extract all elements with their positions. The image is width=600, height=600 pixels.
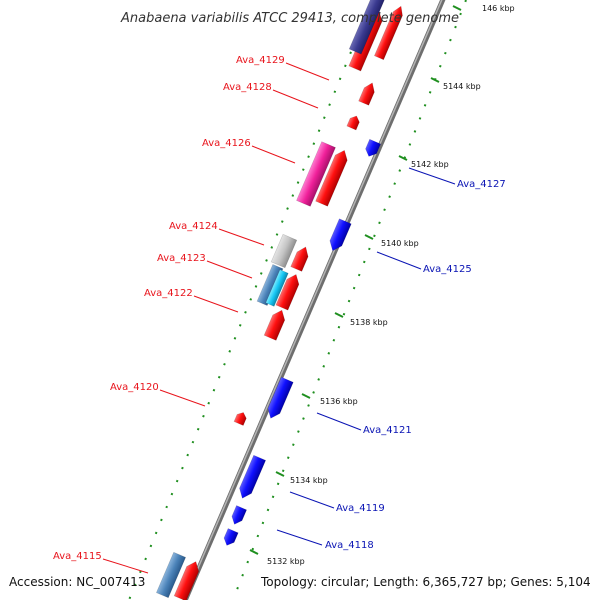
- gene-label-leader: [376, 251, 422, 270]
- gene-label-leader: [285, 62, 330, 81]
- gene-label-leader: [316, 412, 362, 431]
- kbp-tick-mark: [301, 393, 311, 399]
- kbp-tick-mark: [430, 77, 440, 83]
- gene-feature: [223, 528, 239, 546]
- gene-feature: [263, 309, 286, 341]
- gene-label-ava-4123[interactable]: Ava_4123: [157, 253, 206, 264]
- kbp-tick-label: 5134 kbp: [290, 476, 328, 485]
- gene-label-leader: [251, 145, 296, 164]
- gene-label-ava-4121[interactable]: Ava_4121: [363, 425, 412, 436]
- gene-label-leader: [159, 389, 206, 407]
- gene-label-ava-4127[interactable]: Ava_4127: [457, 179, 506, 190]
- kbp-tick-label: 5144 kbp: [443, 82, 481, 91]
- gene-label-ava-4119[interactable]: Ava_4119: [336, 503, 385, 514]
- gene-feature: [267, 376, 294, 419]
- gene-feature: [256, 264, 284, 306]
- kbp-tick-label: 5138 kbp: [350, 318, 388, 327]
- gene-label-ava-4115[interactable]: Ava_4115: [53, 551, 102, 562]
- gene-feature: [358, 82, 375, 106]
- gene-feature: [270, 233, 298, 269]
- gene-feature: [265, 269, 289, 307]
- gene-labels: Ava_4129 Ava_4128 Ava_4126 Ava_4124 Ava_4123…: [53, 55, 506, 562]
- gene-label-ava-4128[interactable]: Ava_4128: [223, 82, 272, 93]
- genome-title: Anabaena variabilis ATCC 29413, complete…: [120, 11, 459, 26]
- gene-label-leader: [272, 89, 319, 109]
- kbp-ticks: 146 kbp 5144 kbp 5142 kbp 5140 kbp 5138 kbp 5…: [249, 4, 515, 566]
- gene-label-ava-4118[interactable]: Ava_4118: [325, 540, 374, 551]
- gene-label-leader: [218, 228, 265, 246]
- gene-feature: [329, 218, 352, 252]
- gene-feature: [239, 454, 267, 499]
- gene-label-leader: [102, 558, 149, 574]
- gene-label-leader: [289, 491, 335, 509]
- gene-feature: [290, 246, 309, 272]
- gene-label-ava-4126[interactable]: Ava_4126: [202, 138, 251, 149]
- accession-text: Accession: NC_007413: [9, 575, 145, 589]
- gene-feature: [348, 0, 386, 55]
- gene-feature: [233, 412, 247, 426]
- gene-label-ava-4120[interactable]: Ava_4120: [110, 382, 159, 393]
- kbp-tick-label: 5136 kbp: [320, 397, 358, 406]
- kbp-tick-label: 5132 kbp: [267, 557, 305, 566]
- kbp-tick-mark: [452, 5, 462, 11]
- gene-feature: [346, 115, 360, 131]
- kbp-tick-label: 5140 kbp: [381, 239, 419, 248]
- kbp-tick-mark: [249, 549, 259, 555]
- kbp-tick-mark: [398, 155, 408, 161]
- genome-backbone: [182, 0, 446, 600]
- gene-label-ava-4125[interactable]: Ava_4125: [423, 264, 472, 275]
- kbp-tick-mark: [364, 234, 374, 240]
- gene-feature: [275, 274, 300, 311]
- gene-label-leader: [193, 295, 239, 313]
- gene-feature: [296, 141, 336, 207]
- gene-feature: [373, 5, 403, 61]
- gene-feature: [155, 551, 187, 599]
- topology-text: Topology: circular; Length: 6,365,727 bp…: [260, 575, 591, 589]
- kbp-tick-label: 5142 kbp: [411, 160, 449, 169]
- gene-features: [155, 0, 403, 600]
- inner-tick-rail: [128, 0, 373, 600]
- gene-feature: [173, 561, 200, 600]
- gene-label-ava-4129[interactable]: Ava_4129: [236, 55, 285, 66]
- gene-label-leader: [408, 167, 456, 185]
- gene-feature: [315, 149, 348, 207]
- gene-label-leader: [276, 529, 323, 546]
- gene-feature: [365, 138, 382, 157]
- gene-label-leader: [206, 260, 253, 279]
- gene-feature: [231, 505, 247, 525]
- gene-label-ava-4122[interactable]: Ava_4122: [144, 288, 193, 299]
- kbp-tick-mark: [275, 471, 285, 477]
- label-leader-lines: [102, 62, 456, 574]
- kbp-tick-label: 146 kbp: [482, 4, 515, 13]
- gene-label-ava-4124[interactable]: Ava_4124: [169, 221, 218, 232]
- kbp-tick-mark: [334, 312, 344, 318]
